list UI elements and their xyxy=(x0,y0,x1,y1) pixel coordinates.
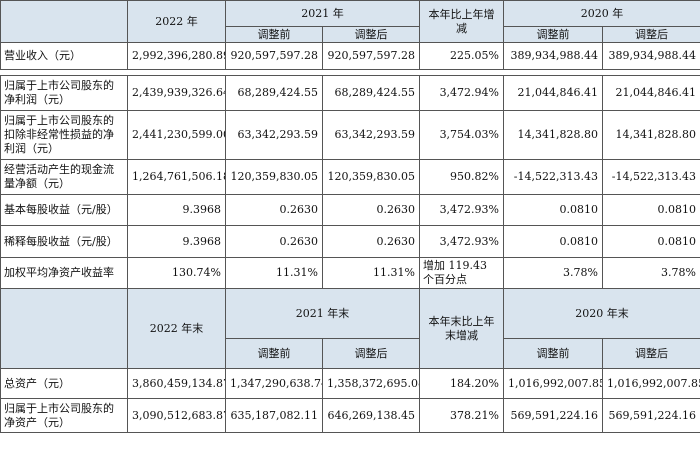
cell-2021-after: 68,289,424.55 xyxy=(322,75,420,111)
header2-2022: 2022 年末 xyxy=(127,288,226,369)
cell-2021-before: 0.2630 xyxy=(225,225,323,258)
cell-2020-after: 0.0810 xyxy=(602,225,700,258)
cell-2021-after: 646,269,138.45 xyxy=(322,398,420,433)
row-label: 基本每股收益（元/股） xyxy=(0,194,128,226)
cell-2022: 9.3968 xyxy=(127,194,226,226)
cell-change: 950.82% xyxy=(419,159,504,195)
cell-change: 225.05% xyxy=(419,42,504,70)
cell-2021-before: 11.31% xyxy=(225,257,323,289)
cell-2022: 2,439,939,326.64 xyxy=(127,75,226,111)
cell-2021-after: 11.31% xyxy=(322,257,420,289)
header2-2021-before: 调整前 xyxy=(225,338,323,369)
row-label: 经营活动产生的现金流量净额（元） xyxy=(0,159,128,195)
cell-2022: 130.74% xyxy=(127,257,226,289)
table-row: 总资产（元） 3,860,459,134.87 1,347,290,638.74… xyxy=(0,368,700,399)
header-2022-value: 2022 年 xyxy=(127,0,226,43)
row-label: 稀释每股收益（元/股） xyxy=(0,225,128,258)
cell-2020-before: -14,522,313.43 xyxy=(503,159,603,195)
cell-2021-after: 120,359,830.05 xyxy=(322,159,420,195)
table-row: 加权平均净资产收益率 130.74% 11.31% 11.31% 增加 119.… xyxy=(0,257,700,289)
cell-2020-after: 21,044,846.41 xyxy=(602,75,700,111)
row-label: 加权平均净资产收益率 xyxy=(0,257,128,289)
cell-change: 378.21% xyxy=(419,398,504,433)
cell-2020-after: 1,016,992,007.85 xyxy=(602,368,700,399)
cell-2021-before: 1,347,290,638.74 xyxy=(225,368,323,399)
cell-change: 3,472.94% xyxy=(419,75,504,111)
cell-2022: 1,264,761,506.18 xyxy=(127,159,226,195)
cell-change: 3,472.93% xyxy=(419,194,504,226)
header2-change: 本年末比上年末增减 xyxy=(419,288,504,369)
cell-2020-before: 389,934,988.44 xyxy=(503,42,603,70)
header-2021-before: 调整前 xyxy=(225,26,323,43)
cell-2020-before: 21,044,846.41 xyxy=(503,75,603,111)
cell-2020-before: 0.0810 xyxy=(503,194,603,226)
cell-2021-after: 63,342,293.59 xyxy=(322,110,420,160)
cell-2020-before: 569,591,224.16 xyxy=(503,398,603,433)
cell-2021-after: 1,358,372,695.08 xyxy=(322,368,420,399)
cell-2021-before: 63,342,293.59 xyxy=(225,110,323,160)
header-2020: 2020 年 xyxy=(503,0,700,27)
cell-2021-after: 0.2630 xyxy=(322,225,420,258)
cell-2022: 3,860,459,134.87 xyxy=(127,368,226,399)
row-label: 归属于上市公司股东的净资产（元） xyxy=(0,398,128,433)
row-label: 营业收入（元） xyxy=(0,42,128,70)
table-row: 经营活动产生的现金流量净额（元） 1,264,761,506.18 120,35… xyxy=(0,159,700,195)
cell-2020-before: 3.78% xyxy=(503,257,603,289)
cell-2021-after: 920,597,597.28 xyxy=(322,42,420,70)
header2-2020: 2020 年末 xyxy=(503,288,700,339)
cell-2020-before: 0.0810 xyxy=(503,225,603,258)
cell-2020-after: -14,522,313.43 xyxy=(602,159,700,195)
financial-data-table: 2022 年 2021 年 本年比上年增减 2020 年 调整前 调整后 调整前… xyxy=(0,0,700,433)
header-change: 本年比上年增减 xyxy=(419,0,504,43)
table-row: 基本每股收益（元/股） 9.3968 0.2630 0.2630 3,472.9… xyxy=(0,194,700,226)
cell-2022: 2,992,396,280.89 xyxy=(127,42,226,70)
cell-2021-before: 68,289,424.55 xyxy=(225,75,323,111)
header2-blank xyxy=(0,288,128,369)
cell-2021-before: 120,359,830.05 xyxy=(225,159,323,195)
table-row: 归属于上市公司股东的净资产（元） 3,090,512,683.87 635,18… xyxy=(0,398,700,433)
header2-2021: 2021 年末 xyxy=(225,288,420,339)
cell-2022: 9.3968 xyxy=(127,225,226,258)
cell-2022: 2,441,230,599.00 xyxy=(127,110,226,160)
table-row: 归属于上市公司股东的净利润（元） 2,439,939,326.64 68,289… xyxy=(0,75,700,111)
header2-2020-before: 调整前 xyxy=(503,338,603,369)
table-row: 稀释每股收益（元/股） 9.3968 0.2630 0.2630 3,472.9… xyxy=(0,225,700,258)
cell-2021-before: 0.2630 xyxy=(225,194,323,226)
header-2020-after: 调整后 xyxy=(602,26,700,43)
cell-change: 184.20% xyxy=(419,368,504,399)
cell-change: 增加 119.43 个百分点 xyxy=(419,257,504,289)
cell-2020-before: 1,016,992,007.85 xyxy=(503,368,603,399)
table-row: 营业收入（元） 2,992,396,280.89 920,597,597.28 … xyxy=(0,42,700,70)
cell-2021-before: 635,187,082.11 xyxy=(225,398,323,433)
header-2021-after: 调整后 xyxy=(322,26,420,43)
header-2020-before: 调整前 xyxy=(503,26,603,43)
header2-2020-after: 调整后 xyxy=(602,338,700,369)
row-label: 总资产（元） xyxy=(0,368,128,399)
table-row: 归属于上市公司股东的扣除非经常性损益的净利润（元） 2,441,230,599.… xyxy=(0,110,700,160)
header-2022 xyxy=(0,0,128,43)
cell-change: 3,754.03% xyxy=(419,110,504,160)
row-label: 归属于上市公司股东的扣除非经常性损益的净利润（元） xyxy=(0,110,128,160)
cell-2020-after: 569,591,224.16 xyxy=(602,398,700,433)
cell-change: 3,472.93% xyxy=(419,225,504,258)
cell-2020-before: 14,341,828.80 xyxy=(503,110,603,160)
cell-2020-after: 389,934,988.44 xyxy=(602,42,700,70)
cell-2021-after: 0.2630 xyxy=(322,194,420,226)
cell-2020-after: 14,341,828.80 xyxy=(602,110,700,160)
header-2021: 2021 年 xyxy=(225,0,420,27)
row-label: 归属于上市公司股东的净利润（元） xyxy=(0,75,128,111)
header2-2021-after: 调整后 xyxy=(322,338,420,369)
cell-2020-after: 3.78% xyxy=(602,257,700,289)
cell-2020-after: 0.0810 xyxy=(602,194,700,226)
cell-2021-before: 920,597,597.28 xyxy=(225,42,323,70)
cell-2022: 3,090,512,683.87 xyxy=(127,398,226,433)
